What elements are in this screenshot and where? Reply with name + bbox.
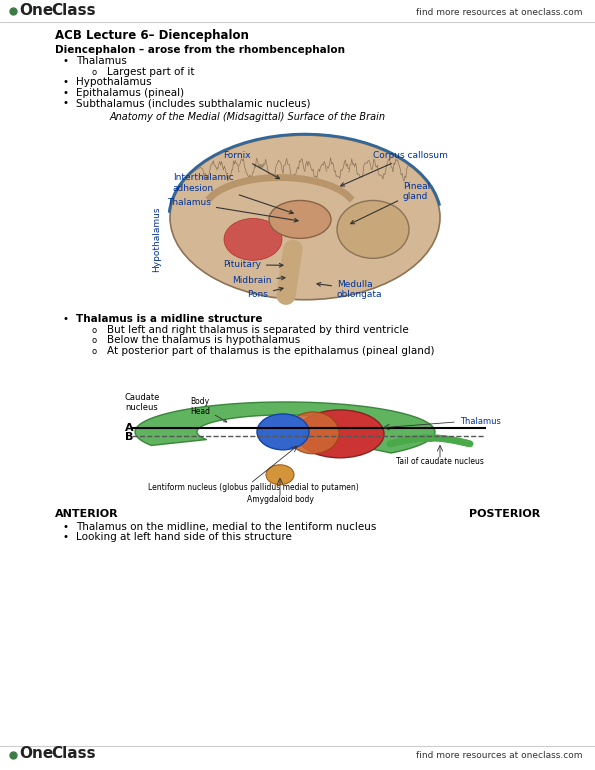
Text: A: A [125,423,134,433]
Text: Pineal
gland: Pineal gland [350,182,430,224]
Text: Epithalamus (pineal): Epithalamus (pineal) [76,88,184,98]
Text: Anatomy of the Medial (Midsagittal) Surface of the Brain: Anatomy of the Medial (Midsagittal) Surf… [110,112,386,122]
Text: One: One [19,3,53,18]
Text: Amygdaloid body: Amygdaloid body [246,494,314,504]
Text: Thalamus on the midline, medial to the lentiform nucleus: Thalamus on the midline, medial to the l… [76,521,377,531]
Text: Lentiform nucleus (globus pallidus medial to putamen): Lentiform nucleus (globus pallidus media… [148,483,359,492]
Ellipse shape [224,219,282,260]
Text: Class: Class [51,3,96,18]
Text: At posterior part of thalamus is the epithalamus (pineal gland): At posterior part of thalamus is the epi… [107,346,434,356]
Text: ACB Lecture 6– Diencephalon: ACB Lecture 6– Diencephalon [55,29,249,42]
Ellipse shape [337,200,409,258]
Text: Pons: Pons [247,287,283,300]
Text: •: • [63,77,69,87]
Ellipse shape [269,200,331,239]
Text: o: o [92,346,97,356]
Text: Thalamus: Thalamus [167,199,298,222]
Text: •: • [63,88,69,98]
Text: But left and right thalamus is separated by third ventricle: But left and right thalamus is separated… [107,325,409,335]
Ellipse shape [287,412,339,454]
Text: find more resources at oneclass.com: find more resources at oneclass.com [415,8,582,17]
Text: B: B [125,432,133,442]
Ellipse shape [257,414,309,450]
Text: Class: Class [51,746,96,761]
Text: Largest part of it: Largest part of it [107,67,195,77]
Ellipse shape [266,465,294,485]
Text: find more resources at oneclass.com: find more resources at oneclass.com [415,751,582,760]
Text: •: • [63,314,69,324]
Text: •: • [63,532,69,542]
Text: Hypothalamus: Hypothalamus [152,206,161,272]
Text: Tail of caudate nucleus: Tail of caudate nucleus [396,457,484,466]
Text: Looking at left hand side of this structure: Looking at left hand side of this struct… [76,532,292,542]
Text: Diencephalon – arose from the rhombencephalon: Diencephalon – arose from the rhombencep… [55,45,345,55]
Text: •: • [63,56,69,66]
Text: Subthalamus (includes subthalamic nucleus): Subthalamus (includes subthalamic nucleu… [76,99,311,109]
Text: Medulla
oblongata: Medulla oblongata [317,280,383,300]
Text: One: One [19,746,53,761]
Text: Thalamus is a midline structure: Thalamus is a midline structure [76,314,262,324]
Polygon shape [135,402,435,453]
Text: Fornix: Fornix [223,151,280,179]
Text: ANTERIOR: ANTERIOR [55,509,118,519]
Text: o: o [92,336,97,345]
Text: Below the thalamus is hypothalamus: Below the thalamus is hypothalamus [107,335,300,345]
Text: Pituitary: Pituitary [223,260,283,269]
Text: o: o [92,326,97,335]
Text: Body
Head: Body Head [190,397,227,422]
Text: Thalamus: Thalamus [76,56,127,66]
Text: Thalamus: Thalamus [460,417,501,427]
Ellipse shape [170,136,440,300]
Text: POSTERIOR: POSTERIOR [469,509,540,519]
Text: Midbrain: Midbrain [232,276,285,285]
Text: o: o [92,68,97,77]
Text: •: • [63,521,69,531]
Text: Hypothalamus: Hypothalamus [76,77,152,87]
Text: Corpus callosum: Corpus callosum [341,151,448,186]
Ellipse shape [296,410,384,458]
Text: Interthalamic
adhesion: Interthalamic adhesion [173,173,293,214]
Text: Caudate
nucleus: Caudate nucleus [124,393,159,412]
Text: •: • [63,99,69,109]
